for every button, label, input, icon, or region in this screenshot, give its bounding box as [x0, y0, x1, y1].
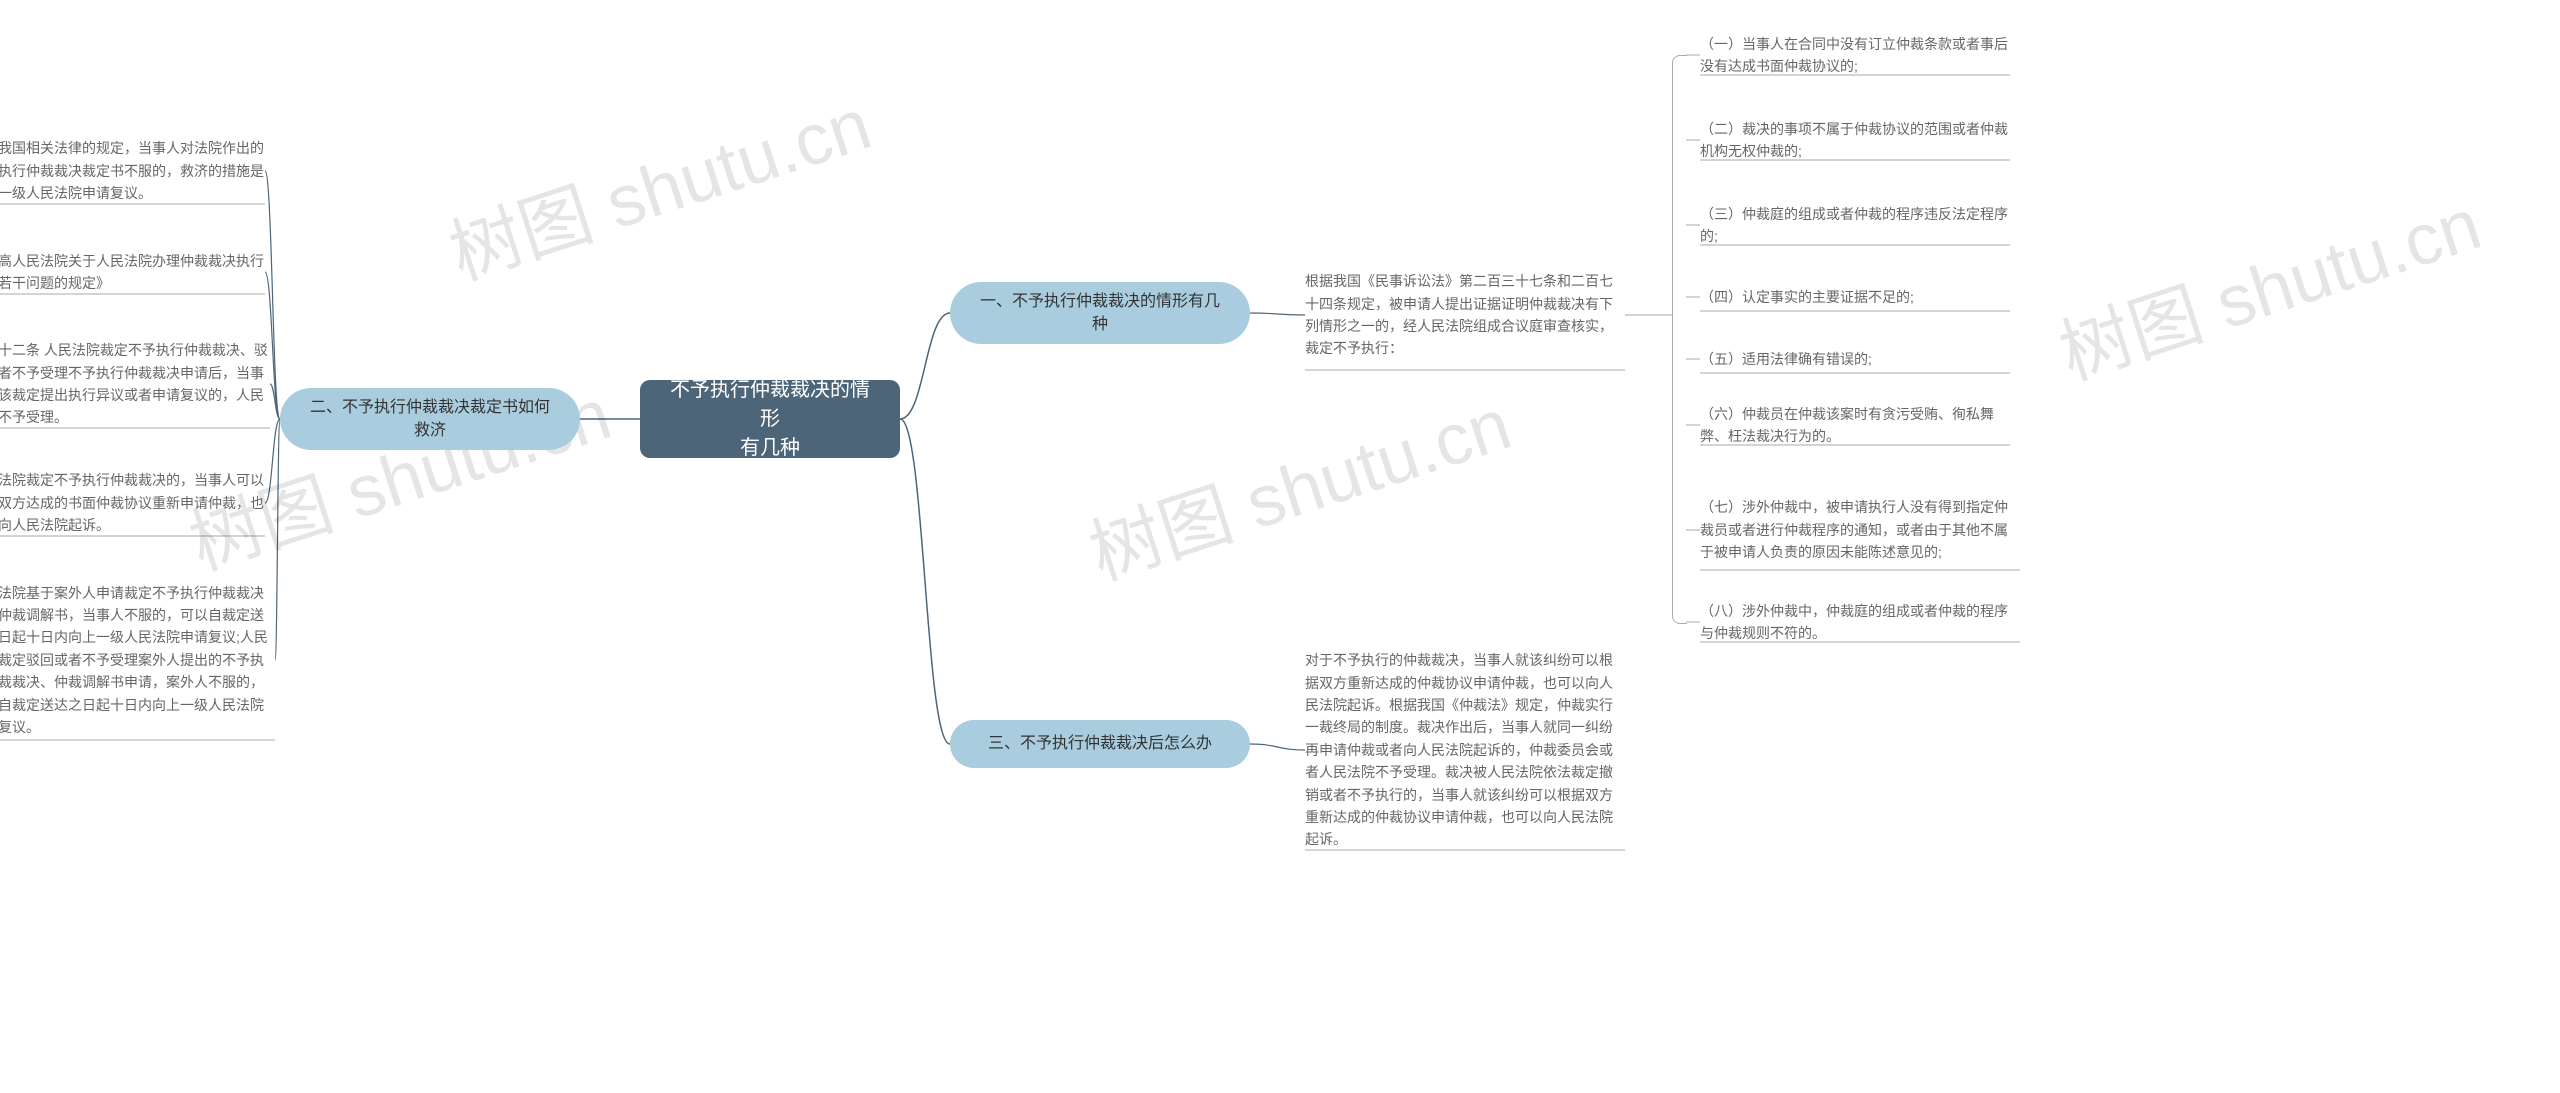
branch-node: 一、不予执行仲裁裁决的情形有几 种: [950, 282, 1250, 344]
leaf-node: 人民法院裁定不予执行仲裁裁决的，当事人可以根据双方达成的书面仲裁协议重新申请仲裁…: [0, 470, 265, 536]
leaf-node: （四）认定事实的主要证据不足的;: [1700, 283, 2010, 311]
root-node: 不予执行仲裁裁决的情形 有几种: [640, 380, 900, 458]
watermark: 树图 shutu.cn: [2044, 165, 2491, 400]
leaf-node: （五）适用法律确有错误的;: [1700, 345, 2010, 373]
leaf-node: （二）裁决的事项不属于仲裁协议的范围或者仲裁机构无权仲裁的;: [1700, 120, 2010, 160]
leaf-node: （七）涉外仲裁中，被申请执行人没有得到指定仲裁员或者进行仲裁程序的通知，或者由于…: [1700, 490, 2020, 570]
leaf-node: 《最高人民法院关于人民法院办理仲裁裁决执行案件若干问题的规定》: [0, 250, 265, 294]
leaf-node: （三）仲裁庭的组成或者仲裁的程序违反法定程序的;: [1700, 205, 2010, 245]
branch-desc: 根据我国《民事诉讼法》第二百三十七条和二百七十四条规定，被申请人提出证据证明仲裁…: [1305, 260, 1625, 370]
leaf-node: （一）当事人在合同中没有订立仲裁条款或者事后没有达成书面仲裁协议的;: [1700, 35, 2010, 75]
leaf-node: 人民法院基于案外人申请裁定不予执行仲裁裁决或者仲裁调解书，当事人不服的，可以自裁…: [0, 580, 275, 740]
mindmap-canvas: 不予执行仲裁裁决的情形 有几种 树图 shutu.cn 树图 shutu.cn 树图…: [0, 0, 2560, 1093]
leaf-node: 依据我国相关法律的规定，当事人对法院作出的不予执行仲裁裁决裁定书不服的，救济的措…: [0, 138, 265, 204]
leaf-node: 对于不予执行的仲裁裁决，当事人就该纠纷可以根据双方重新达成的仲裁协议申请仲裁，也…: [1305, 650, 1625, 850]
leaf-bracket: [1672, 55, 1687, 624]
branch-node: 二、不予执行仲裁裁决裁定书如何 救济: [280, 388, 580, 450]
edges-layer: [0, 0, 2560, 1093]
leaf-node: 第二十二条 人民法院裁定不予执行仲裁裁决、驳回或者不予受理不予执行仲裁裁决申请后…: [0, 340, 270, 428]
branch-node: 三、不予执行仲裁裁决后怎么办: [950, 720, 1250, 768]
leaf-node: （八）涉外仲裁中，仲裁庭的组成或者仲裁的程序与仲裁规则不符的。: [1700, 602, 2020, 642]
leaf-node: （六）仲裁员在仲裁该案时有贪污受贿、徇私舞弊、枉法裁决行为的。: [1700, 405, 2010, 445]
watermark: 树图 shutu.cn: [1074, 365, 1521, 600]
watermark: 树图 shutu.cn: [434, 65, 881, 300]
